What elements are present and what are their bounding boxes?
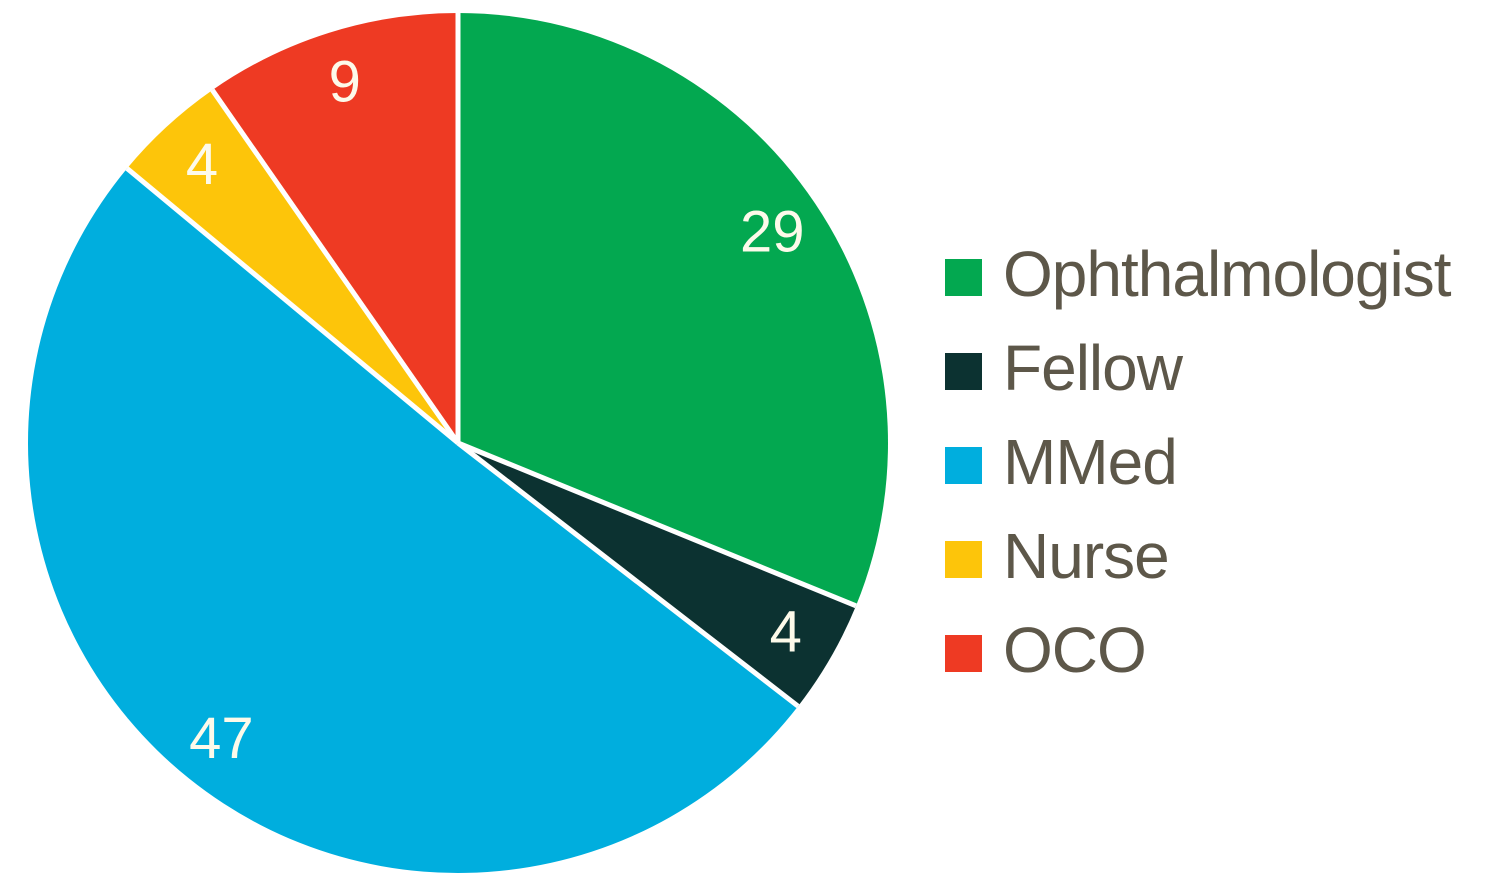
legend-label-mmed: MMed <box>1003 426 1178 498</box>
slice-value-label-ophthalmologist: 29 <box>740 200 805 265</box>
legend-swatch-fellow <box>945 352 982 390</box>
legend-swatch-ophthalmologist <box>945 258 982 296</box>
pie-chart: 29 4 47 4 9 <box>28 12 888 873</box>
legend-swatch-mmed <box>945 446 982 484</box>
slice-value-label-mmed: 47 <box>189 706 254 771</box>
legend-item-oco: OCO <box>945 606 1450 700</box>
pie-slice-fellow <box>458 443 856 707</box>
pie-slice-oco <box>212 12 458 443</box>
legend-swatch-oco <box>945 634 982 672</box>
slice-value-label-fellow: 4 <box>770 600 802 665</box>
slice-separator <box>456 441 800 709</box>
legend-label-oco: OCO <box>1003 614 1147 686</box>
legend-item-fellow: Fellow <box>945 324 1450 418</box>
legend-swatch-nurse <box>945 540 982 578</box>
legend: Ophthalmologist Fellow MMed Nurse OCO <box>945 230 1451 700</box>
legend-label-fellow: Fellow <box>1003 332 1183 404</box>
legend-label-nurse: Nurse <box>1003 520 1170 592</box>
slice-separator <box>125 166 460 445</box>
legend-item-nurse: Nurse <box>945 512 1450 606</box>
slice-value-label-nurse: 4 <box>186 132 218 197</box>
slice-value-label-oco: 9 <box>329 50 361 115</box>
legend-item-mmed: MMed <box>945 418 1450 512</box>
legend-item-ophthalmologist: Ophthalmologist <box>945 230 1451 324</box>
pie-slice-mmed <box>28 168 799 873</box>
pie-slice-ophthalmologist <box>458 13 888 606</box>
pie-slice-nurse <box>127 90 459 443</box>
slice-separator <box>457 440 857 609</box>
legend-label-ophthalmologist: Ophthalmologist <box>1003 238 1451 310</box>
slice-separator <box>210 88 461 445</box>
